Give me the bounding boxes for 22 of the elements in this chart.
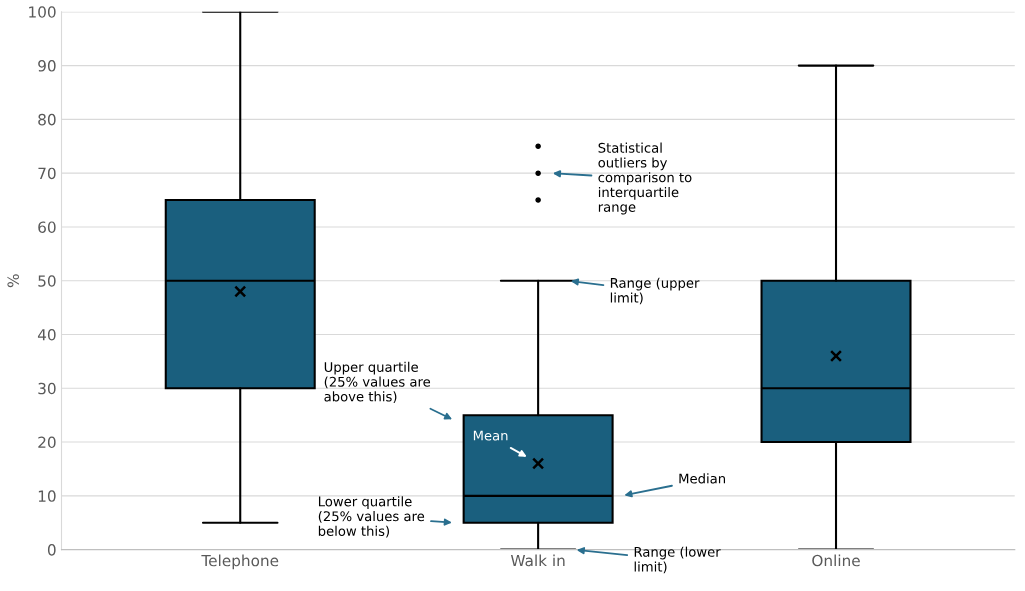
annotation: Mean <box>473 430 508 441</box>
annotation: Range (lower limit) <box>634 546 721 574</box>
y-tick-label: 30 <box>38 382 56 395</box>
y-tick-label: 90 <box>38 60 56 72</box>
y-tick-label: 40 <box>37 328 56 341</box>
annotation: Statistical outliers by comparison to interquartile range <box>598 142 692 215</box>
y-tick-label: 50 <box>38 275 56 287</box>
y-tick-label: 70 <box>38 167 56 180</box>
x-tick-label: Telephone <box>201 554 279 570</box>
y-tick-label: 80 <box>38 113 56 126</box>
y-tick-label: 0 <box>47 544 56 556</box>
annotation: Range (upper limit) <box>610 277 700 305</box>
annotation: Lower quartile (25% values are below this) <box>318 496 425 538</box>
x-tick-label: Walk in <box>510 554 565 567</box>
y-axis-title: % <box>7 274 19 288</box>
y-tick-label: 60 <box>38 221 56 233</box>
y-tick-label: 10 <box>38 490 56 502</box>
annotation: Median <box>679 473 725 484</box>
annotation: Upper quartile (25% values are above this) <box>324 361 431 404</box>
y-tick-label: 20 <box>38 436 56 449</box>
x-tick-label: Online <box>812 554 860 567</box>
y-tick-label: 100 <box>29 6 56 18</box>
